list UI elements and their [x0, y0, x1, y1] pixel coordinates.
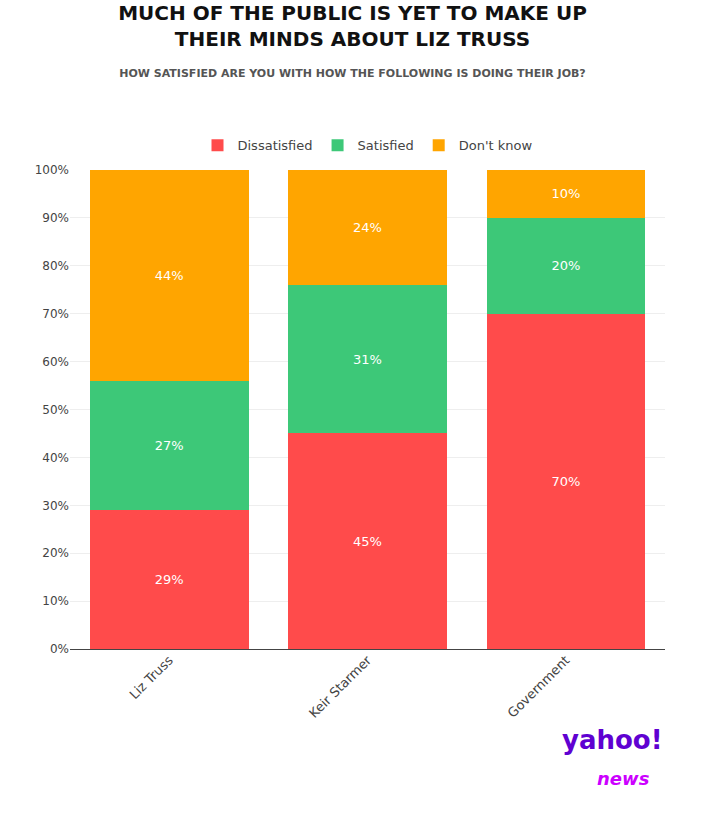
svg-text:20%: 20% [551, 258, 580, 273]
svg-text:HOW SATISFIED ARE YOU WITH HOW: HOW SATISFIED ARE YOU WITH HOW THE FOLLO… [119, 67, 586, 80]
svg-text:29%: 29% [155, 572, 184, 587]
svg-text:10%: 10% [551, 186, 580, 201]
svg-text:45%: 45% [353, 534, 382, 549]
svg-text:Dissatisfied: Dissatisfied [238, 138, 313, 153]
svg-text:30%: 30% [42, 499, 69, 513]
svg-text:27%: 27% [155, 438, 184, 453]
svg-text:60%: 60% [42, 355, 69, 369]
svg-text:24%: 24% [353, 220, 382, 235]
svg-text:0%: 0% [50, 642, 69, 656]
svg-text:Keir Starmer: Keir Starmer [306, 652, 375, 721]
svg-text:Liz Truss: Liz Truss [126, 652, 176, 702]
svg-text:MUCH OF THE PUBLIC IS YET TO M: MUCH OF THE PUBLIC IS YET TO MAKE UPTHEI… [118, 1, 587, 51]
svg-text:44%: 44% [155, 268, 184, 283]
svg-text:90%: 90% [42, 211, 69, 225]
svg-text:70%: 70% [42, 307, 69, 321]
svg-text:70%: 70% [551, 474, 580, 489]
svg-text:100%: 100% [35, 163, 69, 177]
svg-text:Don't know: Don't know [459, 138, 533, 153]
svg-text:yahoo!: yahoo! [562, 725, 663, 755]
svg-text:80%: 80% [42, 259, 69, 273]
svg-text:40%: 40% [42, 451, 69, 465]
svg-text:50%: 50% [42, 403, 69, 417]
svg-text:news: news [597, 768, 650, 789]
svg-text:20%: 20% [42, 546, 69, 560]
svg-text:Government: Government [505, 653, 573, 721]
svg-text:10%: 10% [42, 594, 69, 608]
svg-text:31%: 31% [353, 352, 382, 367]
svg-text:Satisfied: Satisfied [358, 138, 414, 153]
